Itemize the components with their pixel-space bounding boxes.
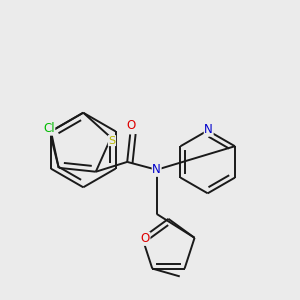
Text: O: O xyxy=(141,232,150,245)
Text: N: N xyxy=(204,123,213,136)
Text: S: S xyxy=(108,136,116,146)
Text: O: O xyxy=(127,119,136,132)
Text: Cl: Cl xyxy=(43,122,55,135)
Text: N: N xyxy=(152,163,161,176)
